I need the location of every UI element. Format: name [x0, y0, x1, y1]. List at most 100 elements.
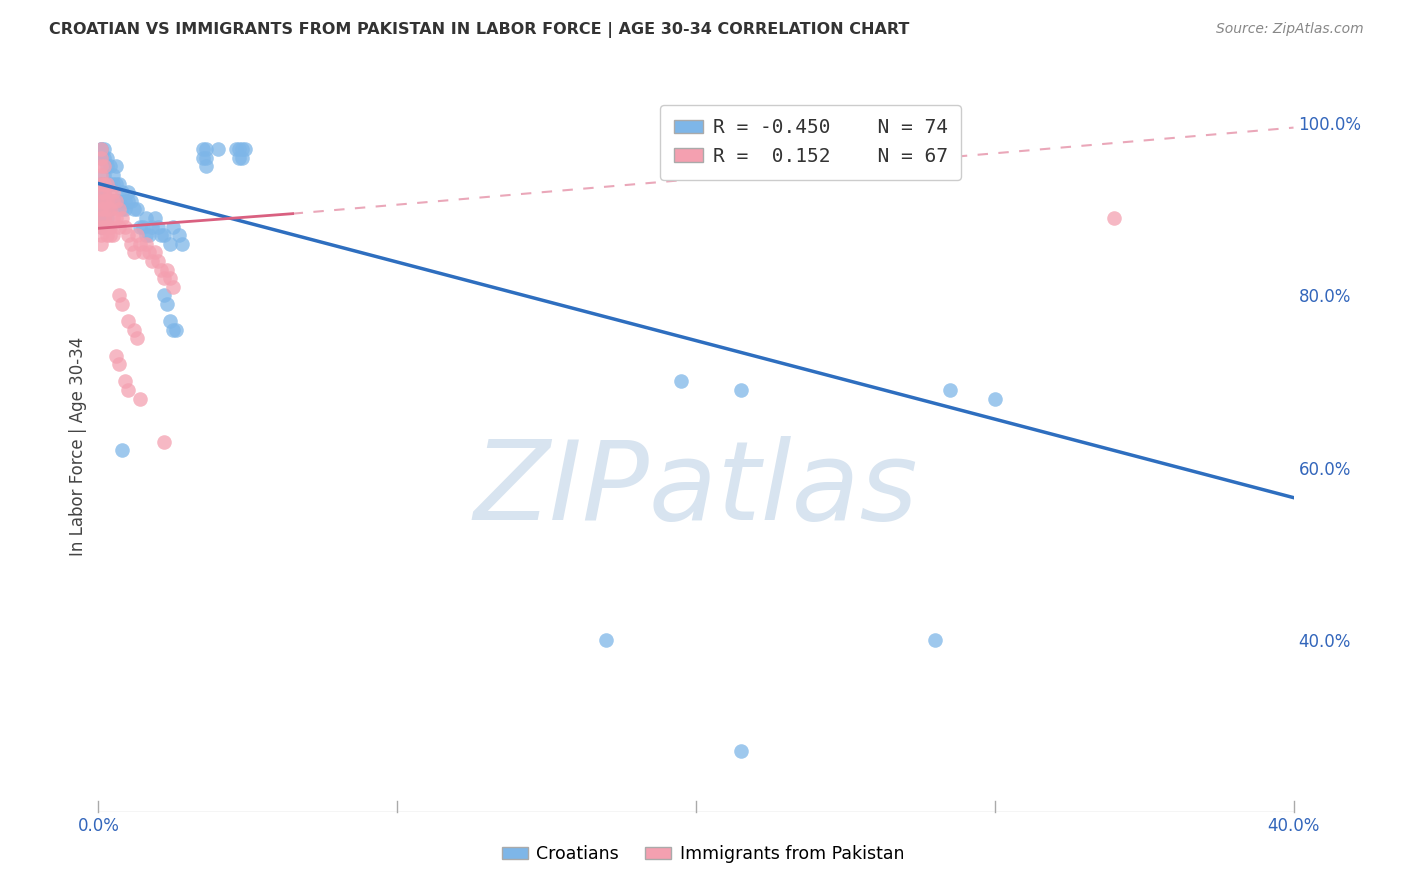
Point — [96, 202, 118, 217]
Point — [120, 236, 142, 251]
Point — [93, 185, 115, 199]
Point — [231, 142, 253, 156]
Point — [124, 245, 146, 260]
Point — [90, 142, 112, 156]
Point — [108, 202, 131, 217]
Point — [111, 185, 134, 199]
Point — [924, 632, 946, 647]
Point — [90, 151, 112, 165]
Point — [150, 228, 173, 243]
Point — [207, 142, 229, 156]
Point — [90, 202, 112, 217]
Point — [90, 236, 112, 251]
Point — [162, 219, 184, 234]
Point — [90, 219, 112, 234]
Point — [124, 323, 146, 337]
Point — [96, 177, 118, 191]
Point — [103, 194, 125, 208]
Point — [939, 383, 962, 397]
Point — [98, 159, 122, 173]
Point — [108, 177, 131, 191]
Point — [108, 194, 131, 208]
Point — [93, 177, 115, 191]
Point — [96, 194, 118, 208]
Text: ZIPatlas: ZIPatlas — [474, 436, 918, 543]
Point — [167, 228, 190, 243]
Point — [90, 142, 112, 156]
Point — [135, 228, 157, 243]
Point — [98, 228, 122, 243]
Y-axis label: In Labor Force | Age 30-34: In Labor Force | Age 30-34 — [69, 336, 87, 556]
Point — [90, 228, 112, 243]
Point — [93, 185, 115, 199]
Point — [984, 392, 1007, 406]
Point — [90, 168, 112, 182]
Point — [191, 142, 214, 156]
Point — [195, 142, 218, 156]
Legend: Croatians, Immigrants from Pakistan: Croatians, Immigrants from Pakistan — [495, 838, 911, 870]
Point — [162, 323, 184, 337]
Point — [225, 142, 247, 156]
Point — [153, 228, 176, 243]
Point — [117, 383, 139, 397]
Point — [108, 219, 131, 234]
Point — [98, 185, 122, 199]
Point — [93, 219, 115, 234]
Point — [93, 211, 115, 225]
Point — [103, 228, 125, 243]
Point — [90, 219, 112, 234]
Point — [117, 228, 139, 243]
Point — [96, 151, 118, 165]
Point — [90, 177, 112, 191]
Point — [90, 142, 112, 156]
Point — [114, 202, 136, 217]
Point — [105, 211, 128, 225]
Point — [191, 151, 214, 165]
Text: Source: ZipAtlas.com: Source: ZipAtlas.com — [1216, 22, 1364, 37]
Point — [132, 245, 155, 260]
Point — [159, 271, 181, 285]
Point — [105, 177, 128, 191]
Point — [195, 151, 218, 165]
Point — [231, 151, 253, 165]
Point — [127, 228, 149, 243]
Point — [96, 228, 118, 243]
Point — [90, 159, 112, 173]
Point — [90, 177, 112, 191]
Point — [93, 159, 115, 173]
Point — [153, 288, 176, 302]
Point — [135, 211, 157, 225]
Point — [98, 194, 122, 208]
Point — [233, 142, 256, 156]
Point — [96, 211, 118, 225]
Point — [669, 375, 692, 389]
Text: CROATIAN VS IMMIGRANTS FROM PAKISTAN IN LABOR FORCE | AGE 30-34 CORRELATION CHAR: CROATIAN VS IMMIGRANTS FROM PAKISTAN IN … — [49, 22, 910, 38]
Point — [105, 159, 128, 173]
Point — [228, 151, 250, 165]
Point — [165, 323, 187, 337]
Point — [114, 194, 136, 208]
Point — [141, 254, 163, 268]
Point — [120, 194, 142, 208]
Point — [90, 177, 112, 191]
Point — [143, 211, 166, 225]
Point — [96, 194, 118, 208]
Point — [93, 202, 115, 217]
Point — [595, 632, 617, 647]
Point — [90, 211, 112, 225]
Point — [103, 168, 125, 182]
Point — [124, 202, 146, 217]
Point — [129, 392, 152, 406]
Point — [153, 271, 176, 285]
Point — [90, 202, 112, 217]
Point — [90, 151, 112, 165]
Point — [90, 185, 112, 199]
Point — [730, 744, 752, 758]
Point — [127, 202, 149, 217]
Point — [103, 177, 125, 191]
Point — [96, 177, 118, 191]
Point — [143, 245, 166, 260]
Point — [103, 211, 125, 225]
Point — [98, 219, 122, 234]
Point — [96, 219, 118, 234]
